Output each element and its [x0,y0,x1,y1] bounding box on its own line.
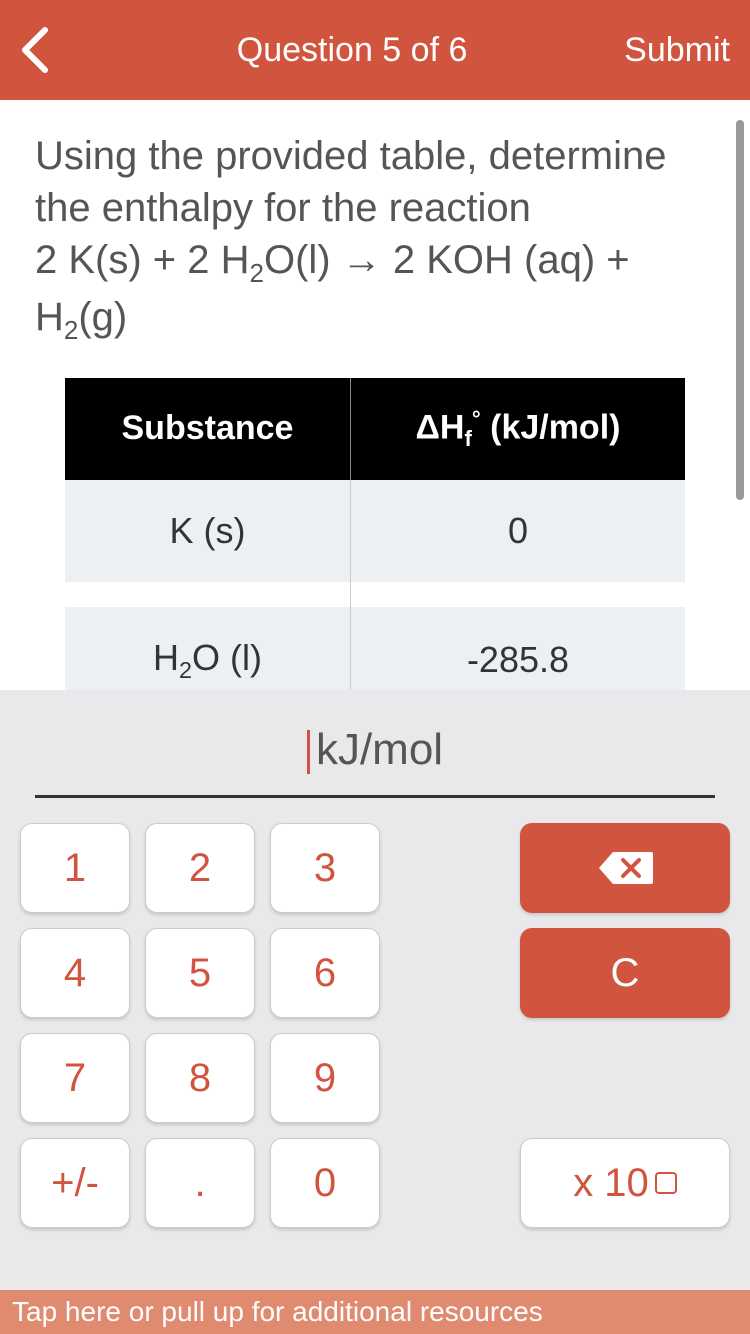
table-header-substance: Substance [65,378,350,480]
cell-value: 0 [350,480,685,582]
key-3[interactable]: 3 [270,823,380,913]
question-line1: Using the provided table, determine the … [35,134,666,230]
answer-input[interactable]: kJ/mol [35,715,715,798]
cell-substance: K (s) [65,480,350,582]
key-5[interactable]: 5 [145,928,255,1018]
page-title: Question 5 of 6 [237,31,468,70]
cell-value: -285.8 [350,607,685,690]
backspace-icon [595,848,655,888]
cell-substance: H2O (l) [65,607,350,690]
key-1[interactable]: 1 [20,823,130,913]
exponent-box-icon [655,1172,677,1194]
key-plus-minus[interactable]: +/- [20,1138,130,1228]
header: Question 5 of 6 Submit [0,0,750,100]
key-4[interactable]: 4 [20,928,130,1018]
key-0[interactable]: 0 [270,1138,380,1228]
table-header-dhf: ΔHf° (kJ/mol) [350,378,685,480]
question-content: Using the provided table, determine the … [0,100,750,690]
key-dot[interactable]: . [145,1138,255,1228]
question-equation: 2 K(s) + 2 H2O(l) → 2 KOH (aq) + H2(g) [35,238,630,339]
key-6[interactable]: 6 [270,928,380,1018]
key-backspace[interactable] [520,823,730,913]
table-row-gap [65,582,685,607]
key-2[interactable]: 2 [145,823,255,913]
key-7[interactable]: 7 [20,1033,130,1123]
back-button[interactable] [20,25,80,75]
key-9[interactable]: 9 [270,1033,380,1123]
keypad-panel: kJ/mol 1 2 3 4 5 6 C 7 8 9 +/- . 0 x 10 [0,690,750,1290]
table-row: K (s) 0 [65,480,685,582]
enthalpy-table: Substance ΔHf° (kJ/mol) K (s) 0 H2O (l) … [65,378,685,690]
question-text: Using the provided table, determine the … [35,130,715,348]
input-unit: kJ/mol [316,725,443,774]
keypad: 1 2 3 4 5 6 C 7 8 9 +/- . 0 x 10 [20,823,730,1228]
key-clear[interactable]: C [520,928,730,1018]
cursor [307,730,310,774]
table-row: H2O (l) -285.8 [65,607,685,690]
key-8[interactable]: 8 [145,1033,255,1123]
key-exponent[interactable]: x 10 [520,1138,730,1228]
scrollbar[interactable] [736,120,744,500]
chevron-left-icon [20,25,50,75]
resources-footer[interactable]: Tap here or pull up for additional resou… [0,1290,750,1334]
submit-button[interactable]: Submit [624,31,730,70]
